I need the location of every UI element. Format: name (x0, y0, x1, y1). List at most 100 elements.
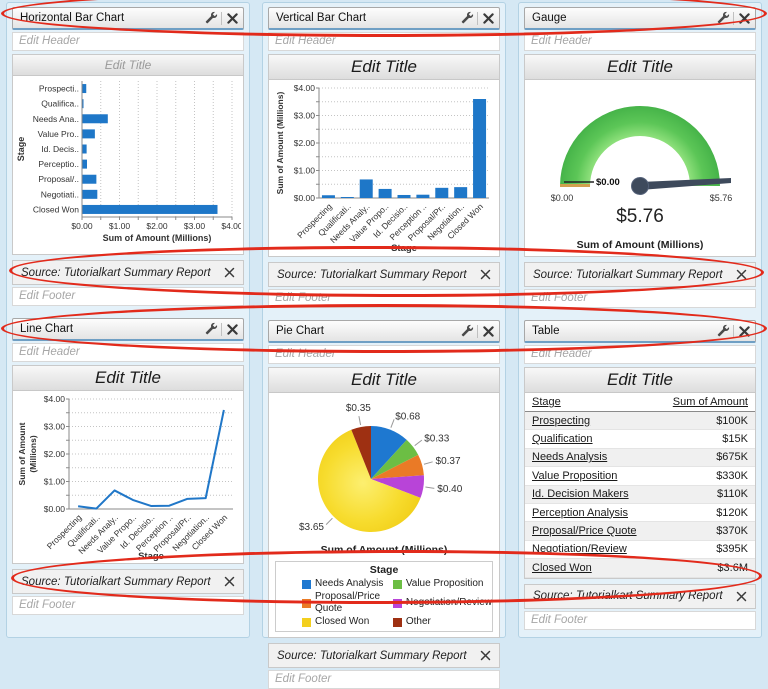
wrench-icon[interactable] (202, 10, 220, 26)
legend-swatch (302, 579, 311, 589)
divider (221, 322, 222, 336)
edit-footer-field[interactable]: Edit Footer (12, 287, 244, 306)
remove-source-icon[interactable] (476, 267, 494, 283)
svg-text:$0.37: $0.37 (436, 456, 461, 467)
legend-item: Proposal/Price Quote (302, 591, 393, 615)
close-icon[interactable] (223, 10, 241, 26)
source-bar: Source: Tutorialkart Summary Report (268, 262, 500, 287)
svg-text:Sum of Amount (Millions): Sum of Amount (Millions) (577, 239, 704, 251)
wrench-icon[interactable] (458, 10, 476, 26)
svg-text:Sum of Amount (Millions): Sum of Amount (Millions) (103, 233, 212, 243)
component-pie-chart: Pie Chart Edit Header Edit Title $0.68 $0… (268, 320, 500, 689)
line-chart[interactable]: $0.00$1.00$2.00$3.00$4.00ProspectingQual… (15, 391, 241, 563)
divider (221, 11, 222, 25)
horizontal-bar-chart[interactable]: Prospecti.. Qualifica.. Needs Ana.. Value P… (15, 76, 243, 254)
edit-header-field[interactable]: Edit Header (12, 343, 244, 362)
svg-text:$2.00: $2.00 (44, 449, 66, 459)
svg-text:$4.00: $4.00 (294, 83, 316, 93)
svg-text:Negotiati..: Negotiati.. (41, 189, 79, 199)
edit-footer-field[interactable]: Edit Footer (524, 289, 756, 308)
table-header-row: Stage Sum of Amount (525, 393, 755, 412)
close-icon[interactable] (479, 10, 497, 26)
wrench-icon[interactable] (458, 323, 476, 339)
pie-chart[interactable]: $0.68 $0.33 $0.37 $0.40 $3.65 $0.35 Sum of Amo… (271, 393, 497, 559)
edit-header-field[interactable]: Edit Header (12, 32, 244, 51)
component-header[interactable]: Vertical Bar Chart (268, 7, 500, 30)
table-row[interactable]: Value Proposition $330K (525, 467, 755, 486)
wrench-icon[interactable] (714, 323, 732, 339)
edit-footer-field[interactable]: Edit Footer (12, 596, 244, 615)
pie-legend: Stage Needs Analysis Value Proposition Pro… (275, 561, 493, 632)
data-table: Stage Sum of Amount Prospecting $100K Qualif… (525, 393, 755, 578)
table-row[interactable]: Needs Analysis $675K (525, 448, 755, 468)
edit-header-field[interactable]: Edit Header (524, 32, 756, 51)
close-icon[interactable] (735, 10, 753, 26)
edit-footer-field[interactable]: Edit Footer (268, 670, 500, 689)
edit-title-field[interactable]: Edit Title (13, 55, 243, 76)
edit-header-field[interactable]: Edit Header (268, 32, 500, 51)
table-row[interactable]: Negotiation/Review $395K (525, 541, 755, 560)
dashboard-column-1: Horizontal Bar Chart Edit Header Edit Ti… (6, 2, 250, 638)
edit-title-field[interactable]: Edit Title (269, 368, 499, 393)
component-vertical-bar-chart: Vertical Bar Chart Edit Header Edit Titl… (268, 7, 500, 308)
remove-source-icon[interactable] (476, 648, 494, 664)
edit-title-field[interactable]: Edit Title (269, 55, 499, 80)
source-bar: Source: Tutorialkart Summary Report (12, 569, 244, 594)
table-row[interactable]: Id. Decision Makers $110K (525, 485, 755, 504)
edit-header-field[interactable]: Edit Header (524, 345, 756, 364)
wrench-icon[interactable] (714, 10, 732, 26)
source-bar: Source: Tutorialkart Summary Report (524, 583, 756, 609)
remove-source-icon[interactable] (220, 574, 238, 590)
chart-panel: Edit Title $0.68 $0.33 $0.37 $0.40 $3.65 $0.3… (268, 367, 500, 638)
svg-text:$0.33: $0.33 (424, 433, 449, 444)
component-header[interactable]: Horizontal Bar Chart (12, 7, 244, 30)
svg-text:Needs Ana..: Needs Ana.. (33, 114, 79, 124)
svg-text:$4.00: $4.00 (44, 394, 66, 404)
edit-title-field[interactable]: Edit Title (525, 368, 755, 393)
remove-source-icon[interactable] (732, 267, 750, 283)
close-icon[interactable] (479, 323, 497, 339)
legend-swatch (302, 617, 311, 627)
table-row[interactable]: Closed Won $3.6M (525, 559, 755, 578)
remove-source-icon[interactable] (220, 265, 238, 281)
table-row[interactable]: Proposal/Price Quote $370K (525, 522, 755, 541)
dashboard-column-2: Vertical Bar Chart Edit Header Edit Titl… (262, 2, 506, 689)
close-icon[interactable] (735, 323, 753, 339)
dashboard-column-3: Gauge Edit Header Edit Title $0.00 $0.00 $… (518, 2, 762, 638)
edit-header-field[interactable]: Edit Header (268, 345, 500, 364)
table-row[interactable]: Prospecting $100K (525, 412, 755, 431)
edit-footer-field[interactable]: Edit Footer (268, 289, 500, 308)
component-title: Horizontal Bar Chart (20, 12, 125, 24)
component-header[interactable]: Pie Chart (268, 320, 500, 343)
source-bar: Source: Tutorialkart Summary Report (524, 262, 756, 287)
svg-text:$3.00: $3.00 (294, 111, 316, 121)
divider (733, 11, 734, 25)
edit-title-field[interactable]: Edit Title (13, 366, 243, 391)
svg-text:$0.00: $0.00 (294, 193, 316, 203)
component-header[interactable]: Table (524, 320, 756, 343)
close-icon[interactable] (223, 321, 241, 337)
svg-text:$3.00: $3.00 (44, 422, 66, 432)
wrench-icon[interactable] (202, 321, 220, 337)
source-text: Source: Tutorialkart Summary Report (277, 268, 467, 281)
svg-text:Stage: Stage (16, 137, 26, 162)
edit-footer-field[interactable]: Edit Footer (524, 610, 756, 630)
vertical-bar-chart[interactable]: $0.00$1.00$2.00$3.00$4.00ProspectingQual… (271, 80, 497, 256)
component-title: Table (532, 325, 560, 337)
source-text: Source: Tutorialkart Summary Report (533, 590, 723, 603)
svg-text:Closed Won: Closed Won (33, 204, 79, 214)
source-text: Source: Tutorialkart Summary Report (21, 575, 211, 588)
source-bar: Source: Tutorialkart Summary Report (12, 260, 244, 285)
component-table: Table Edit Header Edit Title Stage Sum of… (524, 320, 756, 630)
table-row[interactable]: Qualification $15K (525, 430, 755, 449)
table-row[interactable]: Perception Analysis $120K (525, 504, 755, 523)
legend-item: Other (392, 616, 492, 628)
legend-swatch (392, 598, 402, 608)
component-header[interactable]: Line Chart (12, 318, 244, 341)
component-header[interactable]: Gauge (524, 7, 756, 30)
remove-source-icon[interactable] (732, 588, 750, 604)
gauge-chart[interactable]: $0.00 $0.00 $5.76 $5.76 Sum of Amount (Milli… (527, 80, 753, 256)
legend-swatch (302, 598, 311, 608)
edit-title-field[interactable]: Edit Title (525, 55, 755, 80)
svg-text:Perceptio..: Perceptio.. (38, 159, 79, 169)
